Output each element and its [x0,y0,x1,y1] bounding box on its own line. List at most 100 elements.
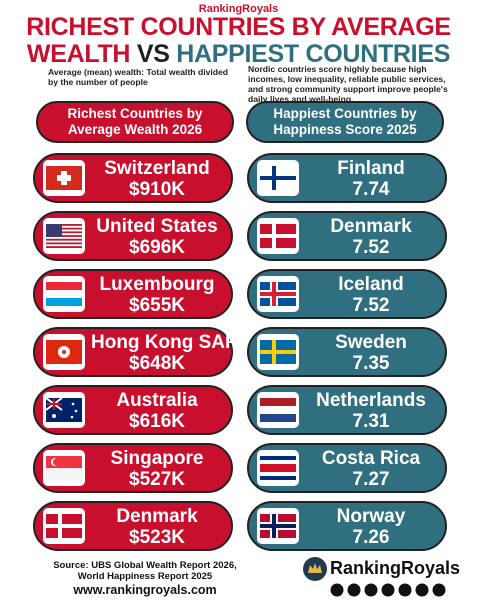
social-icon[interactable] [381,583,395,597]
country-name: Norway [336,506,406,527]
flag-shape [46,231,82,234]
flag-box [257,508,299,544]
flag-shape [74,409,78,413]
social-icon[interactable] [398,583,412,597]
flag-shape [62,350,66,354]
flag-shape [71,402,75,406]
flag-shape [260,398,296,406]
flag-shape [70,415,74,419]
title-wealth: WEALTH [26,40,131,68]
flag-box [257,450,299,486]
happiness-score: 7.26 [352,527,390,548]
flag-shape [260,464,296,472]
average-wealth: $910K [129,179,185,200]
flag-box [43,450,85,486]
flag-box [43,334,85,370]
flag [46,340,82,364]
happiest-row: Norway 7.26 [247,501,447,551]
country-name: Netherlands [316,390,426,411]
brand: RankingRoyals [198,3,279,15]
country-name: Hong Kong SAR [91,332,239,353]
country-name: Sweden [335,332,407,353]
flag-shape [46,282,82,290]
flag-box [43,508,85,544]
flag [260,166,296,190]
flag-shape [57,175,71,181]
country-name: Singapore [110,448,204,469]
flag-box [257,392,299,428]
country-name: Costa Rica [321,448,421,469]
social-icon[interactable] [364,583,378,597]
richest-row: Hong Kong SAR $648K [33,327,239,377]
richest-row: United States $696K [33,211,233,261]
country-name: Switzerland [104,158,210,179]
flag-shape [52,458,61,466]
flag-shape [46,298,82,306]
flag-box [43,160,85,196]
flag-shape [46,235,82,237]
country-name: Finland [337,158,405,179]
happiness-score: 7.27 [352,469,390,490]
average-wealth: $616K [129,411,185,432]
flag-box [43,218,85,254]
social-icon[interactable] [432,583,446,597]
right-header: Happiest Countries by Happiness Score 20… [246,101,444,143]
happiness-score: 7.52 [352,295,390,316]
richest-row: Luxembourg $655K [33,269,233,319]
flag [260,514,296,538]
flag-shape [260,406,296,414]
flag [46,456,82,480]
flag-box [257,276,299,312]
flag-shape [46,403,62,405]
happiness-score: 7.52 [352,237,390,258]
flag [260,340,296,364]
title-vs: VS [136,40,170,68]
social-icon[interactable] [330,583,344,597]
logo-emblem [303,557,327,581]
flag-shape [46,524,82,528]
flag-box [257,334,299,370]
website: www.rankingroyals.com [73,583,217,597]
happiness-score: 7.74 [352,179,390,200]
flag-shape [46,224,62,237]
flag-shape [52,414,56,418]
flag-box [43,392,85,428]
richest-row: Switzerland $910K [33,153,233,203]
social-icons [330,583,446,597]
average-wealth: $648K [129,353,185,374]
logo-crown [308,563,322,573]
average-wealth: $523K [129,527,185,548]
title-line-1: RICHEST COUNTRIES BY AVERAGE [26,13,451,41]
flag [46,282,82,306]
social-icon[interactable] [415,583,429,597]
flag [46,398,82,422]
flag-shape [260,414,296,422]
flag [260,224,296,248]
country-name: United States [96,216,218,237]
right-header-text: Happiest Countries by Happiness Score 20… [273,106,417,137]
title-line-2: WEALTH VS HAPPIEST COUNTRIES [0,40,477,69]
happiness-score: 7.31 [352,411,390,432]
flag-shape [260,176,296,180]
average-wealth: $527K [129,469,185,490]
flag-shape [46,246,82,248]
flag [260,398,296,422]
flag-shape [46,224,82,226]
flag-shape [260,292,296,296]
flag-box [43,276,85,312]
richest-row: Singapore $527K [33,443,233,493]
logo-text: RankingRoyals [330,558,461,578]
source: Source: UBS Global Wealth Report 2026, W… [53,560,237,582]
flag-shape [260,524,296,528]
happiest-row: Netherlands 7.31 [247,385,447,435]
flag-shape [260,350,296,354]
social-icon[interactable] [347,583,361,597]
happiest-row: Sweden 7.35 [247,327,447,377]
country-name: Luxembourg [99,274,215,295]
country-name: Denmark [116,506,198,527]
flag [46,514,82,538]
country-name: Denmark [330,216,412,237]
flag-shape [46,290,82,298]
flag [46,166,82,190]
